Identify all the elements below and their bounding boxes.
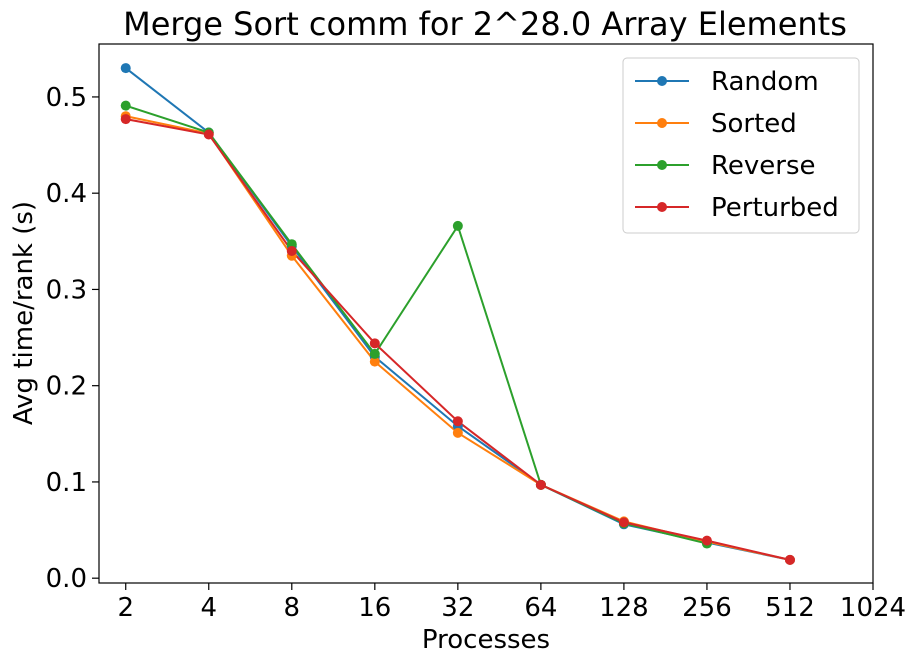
y-axis-title: Avg time/rank (s) [9, 201, 39, 425]
data-point-perturbed [369, 338, 380, 349]
x-tick-label: 512 [765, 593, 815, 623]
data-point-perturbed [452, 416, 463, 427]
x-tick-label: 64 [524, 593, 557, 623]
y-tick-label: 0.0 [46, 564, 87, 594]
legend-label-perturbed: Perturbed [711, 193, 839, 223]
data-point-perturbed [701, 535, 712, 546]
y-axis: 0.0 0.1 0.2 0.3 0.4 0.5 [46, 83, 99, 594]
data-point-reverse [452, 220, 463, 231]
data-point-perturbed [120, 114, 131, 125]
legend-swatch-marker [657, 118, 667, 128]
data-point-random [120, 63, 131, 74]
x-axis-title: Processes [422, 625, 550, 655]
x-axis: 2 4 8 16 32 64 128 256 512 1024 [117, 583, 906, 623]
x-tick-label: 16 [358, 593, 391, 623]
y-tick-label: 0.1 [46, 468, 87, 498]
x-tick-label: 1024 [840, 593, 906, 623]
x-tick-label: 32 [441, 593, 474, 623]
data-point-reverse [369, 348, 380, 359]
legend: Random Sorted Reverse Perturbed [622, 57, 860, 234]
x-tick-label: 8 [284, 593, 301, 623]
legend-box [622, 57, 860, 234]
y-tick-label: 0.3 [46, 275, 87, 305]
data-point-perturbed [535, 479, 546, 490]
data-point-reverse [120, 100, 131, 111]
y-tick-label: 0.2 [46, 372, 87, 402]
plot-frame [98, 43, 874, 584]
legend-label-reverse: Reverse [711, 151, 816, 181]
data-point-sorted [452, 427, 463, 438]
data-point-perturbed [286, 245, 297, 256]
y-tick-label: 0.4 [46, 179, 87, 209]
data-point-perturbed [618, 517, 629, 528]
plot-markers [120, 63, 795, 565]
legend-swatch-marker [657, 160, 667, 170]
legend-swatch-marker [657, 76, 667, 86]
x-tick-label: 256 [682, 593, 732, 623]
x-tick-label: 128 [599, 593, 649, 623]
x-tick-label: 4 [200, 593, 217, 623]
legend-label-sorted: Sorted [711, 109, 797, 139]
legend-label-random: Random [711, 67, 819, 97]
x-tick-label: 2 [117, 593, 134, 623]
chart-title: Merge Sort comm for 2^28.0 Array Element… [123, 5, 847, 43]
series-line-reverse [125, 104, 708, 545]
data-point-perturbed [784, 554, 795, 565]
data-point-sorted [369, 356, 380, 367]
y-tick-label: 0.5 [46, 83, 87, 113]
legend-swatch-marker [657, 202, 667, 212]
data-point-perturbed [203, 129, 214, 140]
